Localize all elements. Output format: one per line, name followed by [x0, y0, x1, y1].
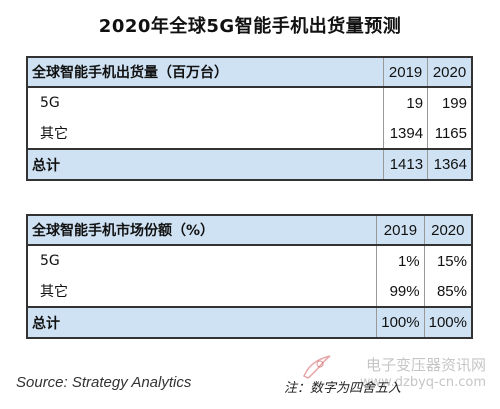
total-row: 总计 100% 100% — [26, 306, 473, 339]
year-2020-header: 2020 — [427, 56, 473, 88]
watermark-name: 电子变压器资讯网 — [365, 356, 486, 374]
table-row: 其它 99% 85% — [26, 276, 473, 307]
total-2019: 1413 — [383, 148, 429, 181]
table-header-label: 全球智能手机市场份额（%） — [26, 214, 378, 246]
total-2020: 1364 — [427, 148, 473, 181]
shipment-table: 全球智能手机出货量（百万台） 2019 2020 5G 19 199 其它 13… — [26, 56, 473, 181]
table-row: 5G 1% 15% — [26, 245, 473, 276]
total-2019: 100% — [376, 306, 425, 339]
source-credit: Source: Strategy Analytics — [16, 374, 192, 391]
value-2020: 85% — [423, 276, 473, 307]
total-label: 总计 — [26, 148, 385, 181]
table-header-label: 全球智能手机出货量（百万台） — [26, 56, 385, 88]
year-2020-header: 2020 — [423, 214, 473, 246]
value-2019: 19 — [383, 87, 429, 118]
market-share-table: 全球智能手机市场份额（%） 2019 2020 5G 1% 15% 其它 99%… — [26, 214, 473, 339]
row-label: 5G — [26, 87, 385, 118]
year-2019-header: 2019 — [383, 56, 429, 88]
table-header-row: 全球智能手机市场份额（%） 2019 2020 — [26, 214, 473, 246]
total-label: 总计 — [26, 306, 378, 339]
table-header-row: 全球智能手机出货量（百万台） 2019 2020 — [26, 56, 473, 88]
row-label: 其它 — [26, 118, 385, 149]
table-row: 5G 19 199 — [26, 87, 473, 118]
watermark: 电子变压器资讯网 www.dzbyq-cn.com — [360, 356, 486, 392]
row-label: 其它 — [26, 276, 378, 307]
value-2020: 15% — [423, 245, 473, 276]
total-2020: 100% — [423, 306, 473, 339]
value-2019: 1394 — [383, 118, 429, 149]
value-2020: 199 — [427, 87, 473, 118]
year-2019-header: 2019 — [376, 214, 425, 246]
row-label: 5G — [26, 245, 378, 276]
value-2020: 1165 — [427, 118, 473, 149]
table-row: 其它 1394 1165 — [26, 118, 473, 149]
total-row: 总计 1413 1364 — [26, 148, 473, 181]
page-title: 2020年全球5G智能手机出货量预测 — [98, 16, 402, 37]
value-2019: 99% — [376, 276, 425, 307]
watermark-url: www.dzbyq-cn.com — [359, 375, 486, 390]
value-2019: 1% — [376, 245, 425, 276]
rounding-note: 注：数字为四舍五入 — [284, 381, 402, 396]
watermark-logo-icon — [303, 355, 331, 379]
